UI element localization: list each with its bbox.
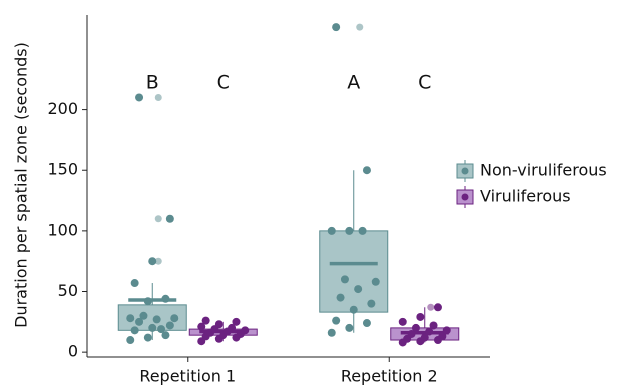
flier: [356, 23, 364, 31]
point: [429, 321, 438, 330]
point: [197, 322, 206, 331]
point: [327, 226, 336, 235]
point: [345, 226, 354, 235]
point: [398, 317, 407, 326]
point: [332, 316, 341, 325]
point: [201, 316, 210, 325]
y-tick-label: 50: [58, 281, 78, 300]
legend-dot: [461, 167, 469, 175]
point: [152, 315, 161, 324]
flier: [154, 215, 162, 223]
point: [161, 331, 170, 340]
point: [367, 299, 376, 308]
letter: B: [146, 72, 159, 94]
y-tick-label: 200: [47, 99, 78, 118]
point: [143, 297, 152, 306]
point: [327, 328, 336, 337]
point: [416, 312, 425, 321]
legend-label: Viruliferous: [480, 187, 571, 206]
letter: C: [418, 72, 431, 94]
point: [442, 326, 451, 335]
legend-label: Non-viruliferous: [480, 161, 607, 180]
point: [148, 257, 157, 266]
point: [126, 314, 135, 323]
point: [130, 326, 139, 335]
box: [319, 230, 389, 313]
point: [362, 319, 371, 328]
point: [411, 323, 420, 332]
x-tick-label: Repetition 2: [341, 367, 438, 386]
point: [135, 93, 144, 102]
point: [425, 327, 434, 336]
letter: A: [347, 72, 360, 94]
point: [345, 323, 354, 332]
point: [143, 333, 152, 342]
point: [362, 166, 371, 175]
point: [349, 305, 358, 314]
point: [228, 323, 237, 332]
point: [126, 336, 135, 345]
point: [420, 333, 429, 342]
point: [336, 293, 345, 302]
point: [135, 317, 144, 326]
flier: [154, 257, 162, 265]
point: [139, 311, 148, 320]
point: [332, 23, 341, 32]
letter: C: [217, 72, 230, 94]
point: [161, 294, 170, 303]
point: [130, 279, 139, 288]
point: [148, 323, 157, 332]
point: [358, 226, 367, 235]
point: [438, 332, 447, 341]
flier: [154, 93, 162, 101]
point: [170, 314, 179, 323]
point: [433, 303, 442, 312]
point: [371, 277, 380, 286]
point: [354, 285, 363, 294]
flier: [427, 303, 435, 311]
point: [165, 214, 174, 223]
point: [232, 317, 241, 326]
point: [407, 329, 416, 338]
point: [241, 326, 250, 335]
y-tick-label: 100: [47, 220, 78, 239]
x-tick-label: Repetition 1: [139, 367, 236, 386]
point: [214, 320, 223, 329]
point: [165, 321, 174, 330]
y-tick-label: 150: [47, 160, 78, 179]
point: [340, 275, 349, 284]
point: [157, 325, 166, 334]
legend-dot: [461, 193, 469, 201]
y-tick-label: 0: [68, 342, 78, 361]
y-axis-label: Duration per spatial zone (seconds): [12, 42, 31, 328]
